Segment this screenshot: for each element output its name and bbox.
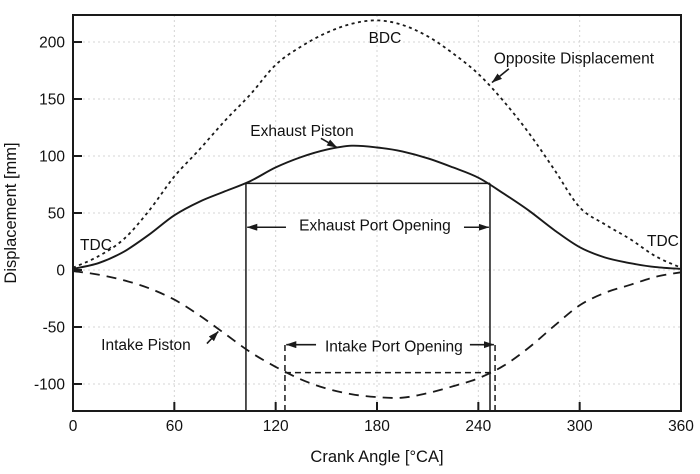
annotations: TDC BDC TDC Opposite Displacement Exhaust Pi… — [80, 30, 679, 355]
y-tick-label: -50 — [43, 319, 66, 336]
x-tick-label: 60 — [166, 418, 184, 435]
intake-piston-arrow-1 — [206, 330, 219, 345]
tdc-right-label: TDC — [647, 233, 679, 250]
gridlines — [73, 15, 681, 411]
intake-piston-curve — [72, 270, 682, 399]
y-tick-label: -100 — [34, 376, 65, 393]
intake-piston-label: Intake Piston — [101, 337, 191, 354]
exhaust-piston-curve — [72, 144, 682, 270]
x-tick-label: 360 — [668, 418, 694, 435]
exhaust-piston-arrow-1 — [320, 137, 338, 149]
exhaust-piston-label: Exhaust Piston — [250, 123, 353, 140]
y-tick-label: 200 — [39, 35, 65, 52]
y-axis-title: Displacement [mm] — [2, 142, 20, 283]
x-tick-label: 120 — [263, 418, 289, 435]
x-tick-label: 300 — [567, 418, 593, 435]
y-tick-label: 0 — [56, 262, 65, 279]
y-tick-label: 150 — [39, 92, 65, 109]
opposite-displacement-arrow-1 — [491, 68, 510, 84]
port-opening-markers — [245, 182, 496, 411]
opposite-displacement-curve — [72, 19, 682, 269]
x-tick-label: 180 — [364, 418, 390, 435]
axis-tick-labels: 0 60 120 180 240 300 360 -100 -50 0 50 100 150 200 — [34, 35, 694, 435]
x-axis-title: Crank Angle [°CA] — [310, 448, 443, 466]
bdc-label: BDC — [369, 30, 402, 47]
axis-ticks — [72, 41, 682, 411]
x-tick-label: 240 — [465, 418, 491, 435]
tdc-left-label: TDC — [80, 237, 112, 254]
opposite-displacement-label: Opposite Displacement — [494, 50, 655, 67]
intake-port-opening-label: Intake Port Opening — [325, 338, 463, 355]
x-tick-label: 0 — [69, 418, 78, 435]
y-tick-label: 100 — [39, 149, 65, 166]
exhaust-port-opening-label: Exhaust Port Opening — [299, 217, 451, 234]
y-tick-label: 50 — [48, 206, 66, 223]
